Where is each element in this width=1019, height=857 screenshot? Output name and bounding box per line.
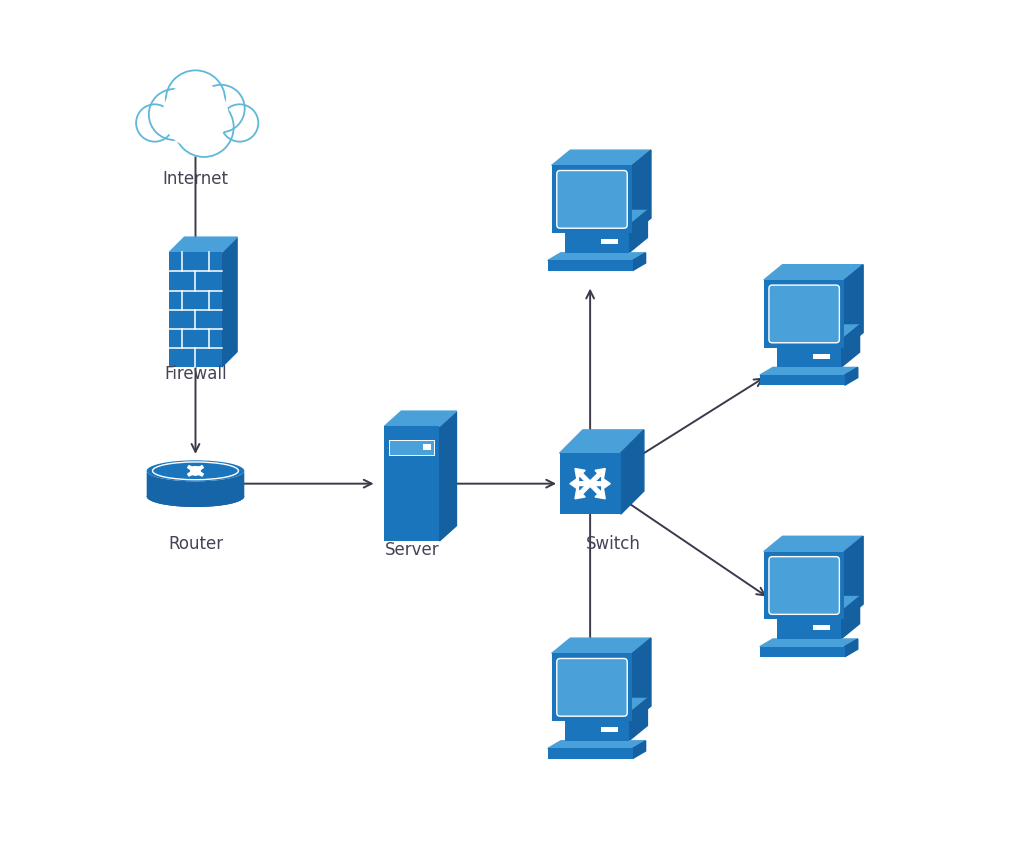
Polygon shape [147, 470, 245, 507]
FancyBboxPatch shape [760, 375, 845, 385]
Polygon shape [764, 265, 863, 280]
FancyBboxPatch shape [559, 453, 621, 514]
Polygon shape [439, 411, 457, 541]
FancyBboxPatch shape [556, 171, 628, 228]
FancyBboxPatch shape [769, 557, 840, 614]
Polygon shape [633, 150, 651, 233]
Polygon shape [845, 536, 863, 620]
FancyArrow shape [190, 466, 204, 476]
FancyBboxPatch shape [547, 261, 633, 271]
FancyBboxPatch shape [601, 239, 619, 244]
Polygon shape [777, 596, 860, 612]
FancyBboxPatch shape [777, 612, 841, 639]
Polygon shape [551, 150, 651, 165]
Polygon shape [547, 740, 646, 748]
Polygon shape [621, 430, 644, 514]
FancyArrow shape [589, 469, 605, 485]
FancyBboxPatch shape [169, 253, 222, 367]
Polygon shape [764, 536, 863, 552]
FancyBboxPatch shape [389, 440, 434, 455]
Text: Switch: Switch [586, 535, 641, 553]
Polygon shape [566, 210, 647, 225]
FancyBboxPatch shape [556, 658, 628, 716]
FancyBboxPatch shape [601, 728, 619, 733]
Polygon shape [629, 210, 647, 253]
Text: Server: Server [384, 541, 439, 559]
FancyBboxPatch shape [769, 285, 840, 343]
Ellipse shape [147, 460, 245, 482]
Polygon shape [841, 596, 860, 639]
FancyBboxPatch shape [760, 647, 845, 656]
FancyBboxPatch shape [551, 165, 633, 233]
Ellipse shape [147, 486, 245, 507]
FancyBboxPatch shape [547, 748, 633, 758]
Circle shape [198, 85, 245, 132]
Text: Router: Router [168, 535, 223, 553]
Polygon shape [845, 368, 858, 385]
Polygon shape [633, 740, 646, 758]
Polygon shape [566, 698, 647, 714]
FancyBboxPatch shape [777, 340, 841, 368]
FancyArrow shape [187, 465, 202, 475]
Polygon shape [845, 639, 858, 656]
Polygon shape [760, 368, 858, 375]
FancyArrow shape [575, 482, 591, 499]
Circle shape [163, 82, 227, 147]
Text: Firewall: Firewall [164, 365, 227, 383]
FancyArrow shape [187, 466, 202, 476]
FancyBboxPatch shape [566, 714, 629, 740]
Circle shape [149, 89, 200, 140]
Circle shape [137, 105, 173, 141]
FancyBboxPatch shape [813, 626, 830, 631]
Polygon shape [222, 237, 237, 367]
FancyArrow shape [570, 477, 590, 489]
Polygon shape [633, 253, 646, 271]
FancyArrow shape [589, 482, 605, 499]
FancyBboxPatch shape [566, 225, 629, 253]
FancyArrow shape [190, 465, 204, 475]
Polygon shape [169, 237, 237, 253]
FancyBboxPatch shape [764, 552, 845, 620]
Polygon shape [551, 638, 651, 653]
Circle shape [166, 70, 225, 129]
FancyBboxPatch shape [551, 653, 633, 722]
FancyBboxPatch shape [764, 280, 845, 348]
Circle shape [174, 98, 233, 157]
Polygon shape [777, 325, 860, 340]
FancyBboxPatch shape [384, 427, 439, 541]
Polygon shape [629, 698, 647, 740]
Polygon shape [384, 411, 457, 427]
FancyBboxPatch shape [423, 444, 431, 450]
Text: Internet: Internet [162, 170, 228, 188]
Polygon shape [559, 430, 644, 453]
Polygon shape [633, 638, 651, 722]
FancyBboxPatch shape [813, 354, 830, 359]
FancyArrow shape [575, 469, 591, 485]
Polygon shape [845, 265, 863, 348]
Polygon shape [841, 325, 860, 368]
FancyArrow shape [590, 477, 610, 489]
Polygon shape [760, 639, 858, 647]
Circle shape [221, 105, 258, 141]
Polygon shape [547, 253, 646, 261]
